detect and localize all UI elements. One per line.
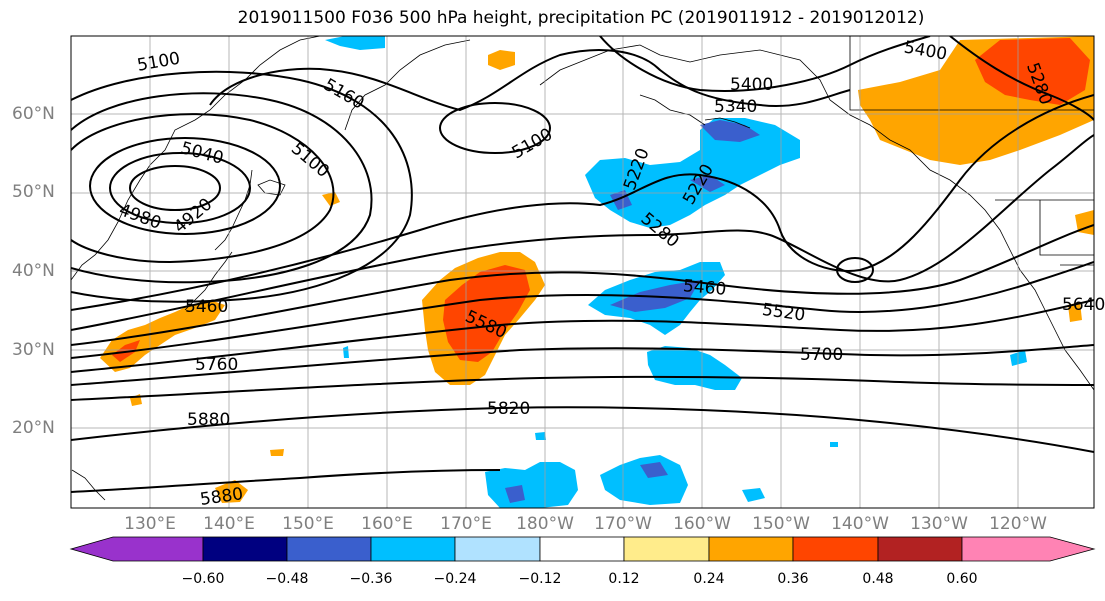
contour-label: 5400 (730, 75, 773, 95)
colorbar-tick-label: −0.24 (433, 571, 477, 587)
precip-positive-areas (100, 36, 1094, 503)
colorbar-segment (961, 536, 1096, 562)
colorbar-segment (202, 536, 288, 562)
colorbar-tick-label: 0.60 (946, 571, 978, 587)
lon-label-120w: 120°W (989, 514, 1047, 534)
map-title: 2019011500 F036 500 hPa height, precipit… (237, 8, 925, 28)
colorbar-tick-label: 0.24 (693, 571, 725, 587)
colorbar-segment (539, 536, 625, 562)
lon-label-130w: 130°W (910, 514, 968, 534)
colorbar-segment (877, 536, 963, 562)
colorbar-segment (286, 536, 372, 562)
lon-label-150e: 150°E (282, 514, 334, 534)
lon-label-140w: 140°W (831, 514, 889, 534)
lon-label-140e: 140°E (203, 514, 255, 534)
contour-label: 5460 (682, 276, 727, 300)
contour-label: 5820 (487, 399, 530, 419)
lon-label-130e: 130°E (124, 514, 176, 534)
lon-label-160e: 160°E (361, 514, 413, 534)
colorbar-segment (792, 536, 879, 562)
colorbar (69, 536, 1096, 562)
colorbar-segment (623, 536, 710, 562)
contour-label: 5700 (800, 345, 843, 365)
coastlines (71, 36, 1094, 501)
lat-label-40n: 40°N (12, 261, 55, 281)
lon-label-160w: 160°W (673, 514, 731, 534)
lon-label-170w: 170°W (594, 514, 652, 534)
contour-label: 5760 (195, 355, 238, 375)
colorbar-tick-label: 0.36 (777, 571, 809, 587)
colorbar-segment (370, 536, 456, 562)
colorbar-tick-label: −0.48 (265, 571, 309, 587)
colorbar-tick-label: −0.12 (518, 571, 562, 587)
colorbar-tick-label: −0.36 (349, 571, 393, 587)
contour-label: 5640 (1062, 295, 1105, 315)
lon-label-170e: 170°E (440, 514, 492, 534)
height-contours (71, 36, 1094, 493)
lat-label-60n: 60°N (12, 104, 55, 124)
contour-label: 5460 (185, 297, 228, 317)
lat-label-20n: 20°N (12, 418, 55, 438)
lon-label-180w: 180°W (516, 514, 574, 534)
contour-label: 5340 (714, 97, 757, 117)
colorbar-segment (708, 536, 794, 562)
colorbar-segment (454, 536, 541, 562)
contour-label: 5880 (187, 410, 230, 430)
colorbar-segment (69, 536, 204, 562)
lat-label-50n: 50°N (12, 182, 55, 202)
political-borders (849, 36, 1094, 266)
lon-label-150w: 150°W (752, 514, 810, 534)
colorbar-tick-label: 0.48 (862, 571, 894, 587)
colorbar-tick-label: −0.60 (181, 571, 225, 587)
lat-label-30n: 30°N (12, 340, 55, 360)
colorbar-tick-label: 0.12 (608, 571, 640, 587)
map-border (70, 35, 1095, 509)
